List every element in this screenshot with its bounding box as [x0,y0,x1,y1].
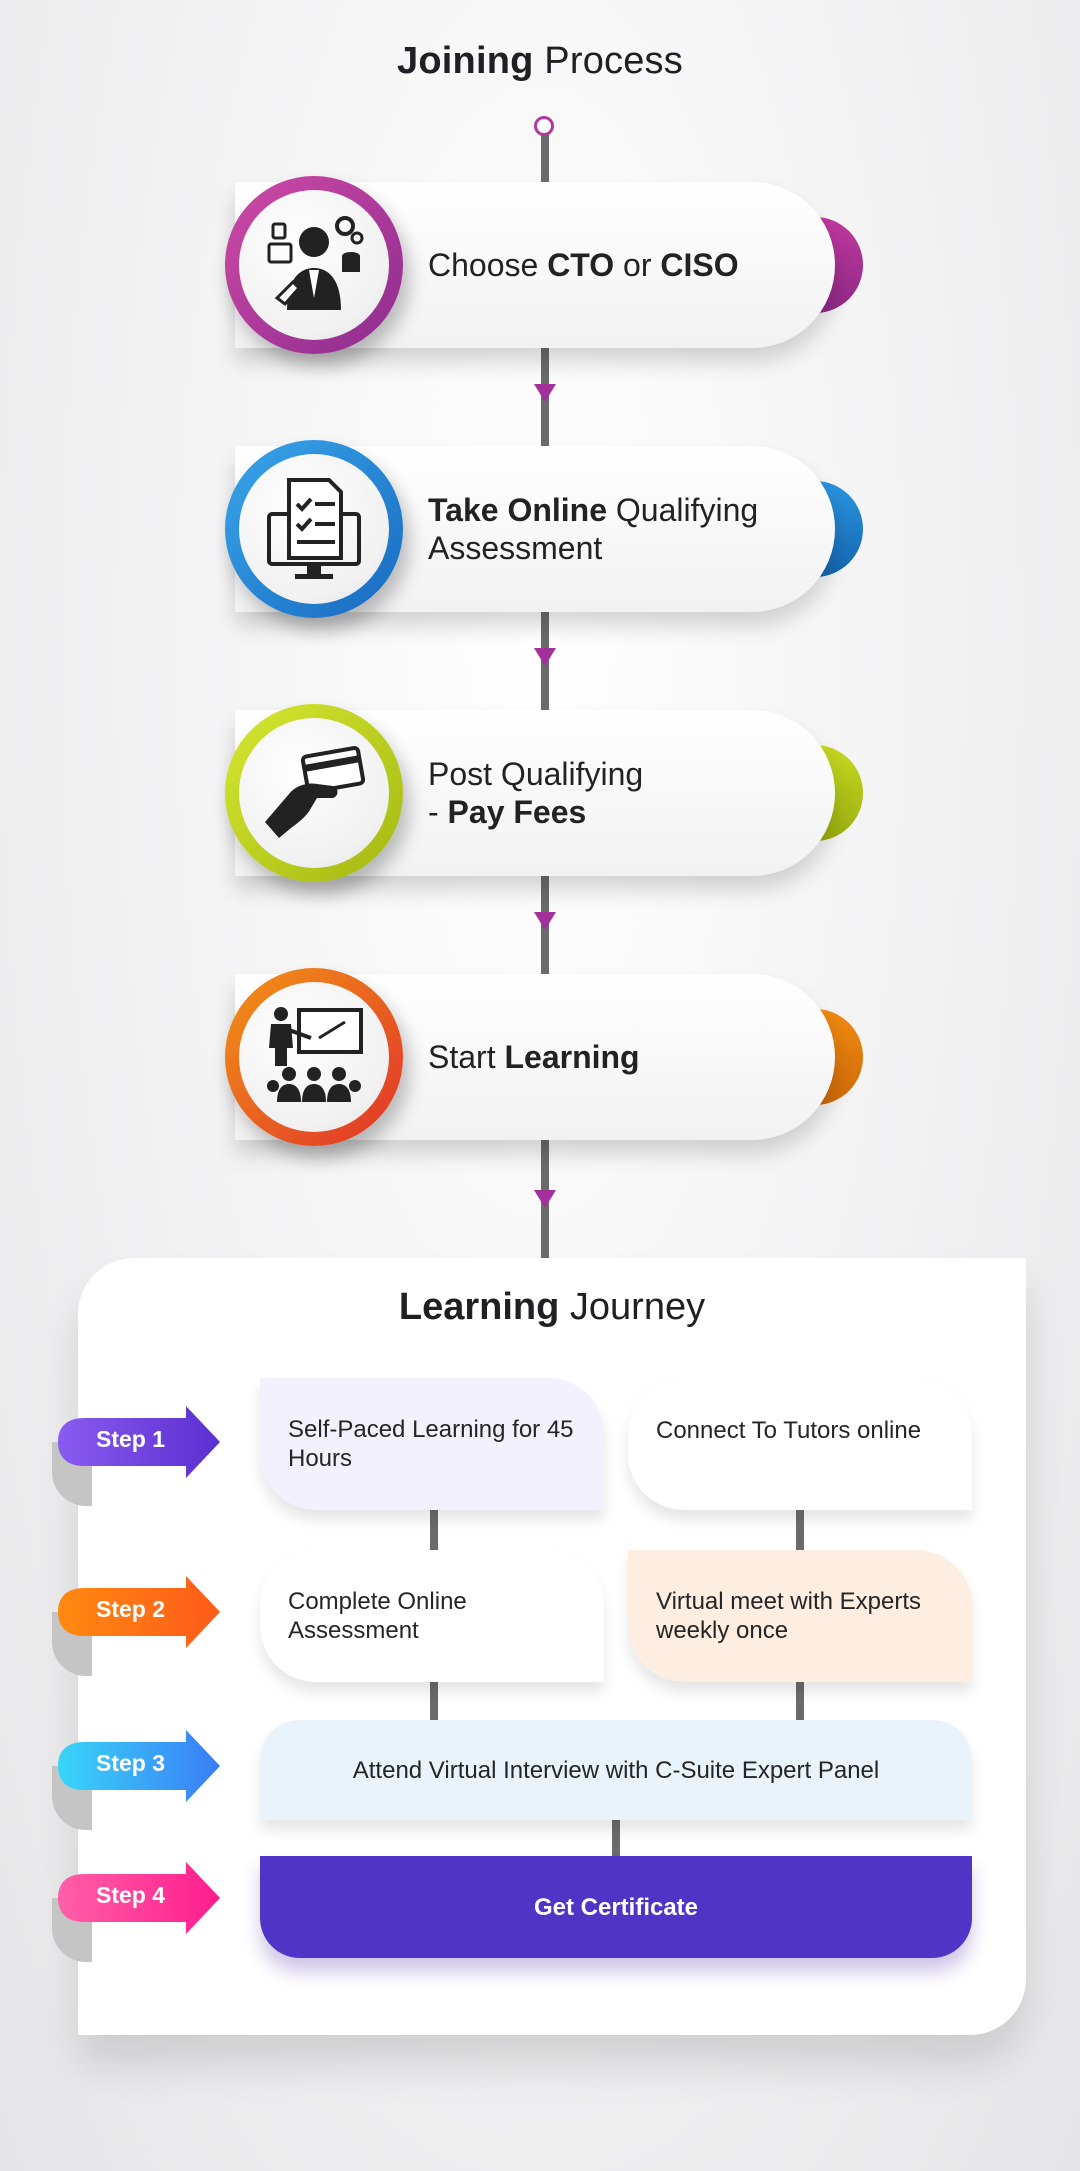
connector-left-2 [430,1680,438,1724]
process-step-2: Take Online Qualifying Assessment [225,440,863,626]
step-text-bold: Pay Fees [447,794,587,830]
classroom-teaching-icon [267,1007,363,1102]
self-paced-learning-box: Self-Paced Learning for 45 Hours [260,1378,604,1510]
step-arrow-icon [58,1576,220,1648]
step-1-flag: Step 1 [52,1404,224,1514]
step-arrow-icon [58,1406,220,1478]
step-text: Post Qualifying [428,756,644,792]
process-step-3-ring [225,704,403,882]
complete-assessment-text: Complete Online Assessment [288,1588,467,1644]
process-step-4: Start Learning [225,968,863,1154]
learning-journey-title: Learning Journey [78,1286,1026,1329]
step-arrow-icon [58,1730,220,1802]
virtual-interview-text: Attend Virtual Interview with C-Suite Ex… [352,1756,880,1784]
step-text-bold: Take Online [428,492,608,528]
connect-tutors-text: Connect To Tutors online [656,1417,922,1444]
step-text-bold: CISO [660,247,739,283]
timeline-arrow-2 [534,648,556,666]
step-2-flag: Step 2 [52,1574,224,1684]
joining-title-rest: Process [533,40,683,82]
step-2-label: Step 2 [96,1596,166,1622]
step-3-label: Step 3 [96,1750,166,1776]
step-3-flag: Step 3 [52,1728,224,1838]
process-step-3: Post Qualifying - Pay Fees [225,704,863,890]
virtual-meet-box: Virtual meet with Experts weekly once [628,1550,972,1682]
step-4-label: Step 4 [96,1882,166,1908]
timeline-arrow-1 [534,384,556,402]
journey-title-rest: Journey [559,1286,706,1328]
card-payment-icon [265,746,366,838]
connector-right-1 [796,1508,804,1552]
joining-process-title: Joining Process [0,40,1080,83]
process-step-2-ring [225,440,403,618]
connector-center-3 [612,1818,620,1858]
process-step-1: Choose CTO or CISO [225,176,863,362]
step-text-bold: Learning [504,1039,640,1075]
get-certificate-box: Get Certificate [260,1856,972,1958]
process-step-3-text: Post Qualifying - Pay Fees [428,710,808,876]
get-certificate-text: Get Certificate [533,1893,699,1921]
step-text: Qualifying [607,492,759,528]
step-text: Choose [428,247,548,283]
connector-right-2 [796,1680,804,1724]
step-text: Assessment [428,530,603,566]
process-step-4-ring [225,968,403,1146]
step-text: or [614,247,661,283]
virtual-meet-text: Virtual meet with Experts weekly once [656,1588,921,1644]
connect-tutors-box: Connect To Tutors online [628,1378,972,1510]
process-step-1-text: Choose CTO or CISO [428,182,808,348]
timeline-start-dot [534,116,554,136]
process-step-2-text: Take Online Qualifying Assessment [428,446,808,612]
step-4-flag: Step 4 [52,1860,224,1970]
process-step-1-ring [225,176,403,354]
self-paced-learning-text: Self-Paced Learning for 45 Hours [288,1416,574,1472]
step-text-bold: CTO [547,247,615,283]
step-text: Start [428,1039,505,1075]
complete-assessment-box: Complete Online Assessment [260,1550,604,1682]
step-1-label: Step 1 [96,1426,166,1452]
online-assessment-icon [267,478,361,579]
executive-tech-icon [267,216,364,310]
virtual-interview-box: Attend Virtual Interview with C-Suite Ex… [260,1720,972,1820]
connector-left-1 [430,1508,438,1552]
step-text: - [428,794,448,830]
joining-title-bold: Joining [397,40,534,82]
timeline-arrow-3 [534,912,556,930]
journey-title-bold: Learning [398,1286,560,1328]
timeline-line [541,130,549,1260]
step-arrow-icon [58,1862,220,1934]
process-step-4-text: Start Learning [428,974,808,1140]
timeline-arrow-4 [534,1190,556,1208]
